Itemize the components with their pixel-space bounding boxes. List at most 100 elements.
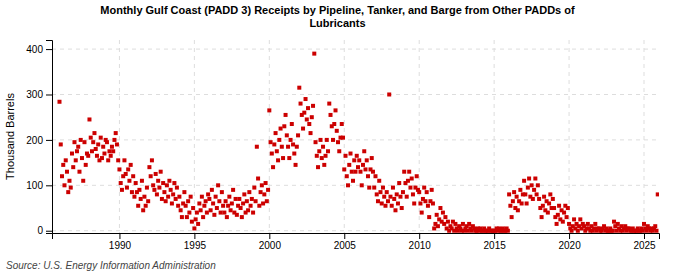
point: [194, 217, 198, 221]
tick-mark: [46, 94, 52, 95]
tick: 300: [26, 89, 52, 100]
point: [387, 92, 391, 96]
tick-label: 0: [37, 225, 43, 236]
point: [234, 197, 238, 201]
point: [261, 201, 265, 205]
point: [556, 213, 560, 217]
tick: 0: [37, 225, 52, 236]
point: [120, 188, 124, 192]
point: [192, 226, 196, 230]
point: [380, 201, 384, 205]
point: [252, 186, 256, 190]
point: [361, 163, 365, 167]
title: Monthly Gulf Coast (PADD 3) Receipts by …: [100, 4, 575, 29]
point: [162, 190, 166, 194]
tick: 200: [26, 135, 52, 146]
tick-label: 2010: [409, 240, 432, 251]
point: [401, 190, 405, 194]
point: [170, 201, 174, 205]
grid-line: [52, 139, 659, 140]
point: [169, 188, 173, 192]
point: [586, 222, 590, 226]
point: [96, 142, 100, 146]
point: [565, 215, 569, 219]
point: [107, 149, 111, 153]
point: [80, 156, 84, 160]
point: [376, 199, 380, 203]
point: [245, 199, 249, 203]
point: [229, 208, 233, 212]
point: [247, 190, 251, 194]
point: [435, 213, 439, 217]
point: [287, 156, 291, 160]
point: [372, 186, 376, 190]
point: [557, 204, 561, 208]
point: [324, 154, 328, 158]
point: [377, 179, 381, 183]
point: [365, 158, 369, 162]
point: [130, 190, 134, 194]
point: [215, 206, 219, 210]
tick-mark: [119, 233, 120, 239]
point: [431, 201, 435, 205]
point: [149, 174, 153, 178]
point: [373, 174, 377, 178]
tick-label: 2025: [633, 240, 656, 251]
point: [139, 197, 143, 201]
grid-line: [569, 40, 570, 233]
tick-mark: [344, 233, 345, 239]
point: [523, 192, 527, 196]
point: [81, 179, 85, 183]
point: [354, 170, 358, 174]
point: [355, 154, 359, 158]
point: [129, 163, 133, 167]
point: [142, 195, 146, 199]
point: [291, 142, 295, 146]
point: [332, 122, 336, 126]
point: [99, 136, 103, 140]
point: [257, 204, 261, 208]
point: [351, 179, 355, 183]
point: [220, 190, 224, 194]
point: [92, 131, 96, 135]
point: [533, 177, 537, 181]
point: [209, 208, 213, 212]
point: [511, 199, 515, 203]
tick-label: 2015: [484, 240, 507, 251]
point: [109, 154, 113, 158]
tick: 1990: [109, 233, 132, 251]
point: [164, 199, 168, 203]
point: [405, 195, 409, 199]
point: [411, 192, 415, 196]
point: [72, 140, 76, 144]
point: [280, 145, 284, 149]
point: [279, 127, 283, 131]
point: [204, 199, 208, 203]
point: [393, 208, 397, 212]
point: [319, 138, 323, 142]
point: [189, 195, 193, 199]
point: [408, 186, 412, 190]
point: [171, 192, 175, 196]
tick-label: 2005: [334, 240, 357, 251]
point: [114, 131, 118, 135]
point: [366, 174, 370, 178]
point: [535, 192, 539, 196]
point: [200, 195, 204, 199]
point: [296, 133, 300, 137]
point: [207, 197, 211, 201]
point: [386, 199, 390, 203]
point: [134, 181, 138, 185]
point: [297, 86, 301, 90]
point: [132, 195, 136, 199]
point: [415, 174, 419, 178]
point: [230, 201, 234, 205]
point: [131, 174, 135, 178]
point: [443, 215, 447, 219]
grid-line: [119, 40, 120, 233]
point: [154, 172, 158, 176]
point: [127, 179, 131, 183]
chart: 1990199520002005201020152020202501002003…: [0, 0, 675, 275]
point: [286, 145, 290, 149]
tick: 2005: [334, 233, 357, 251]
